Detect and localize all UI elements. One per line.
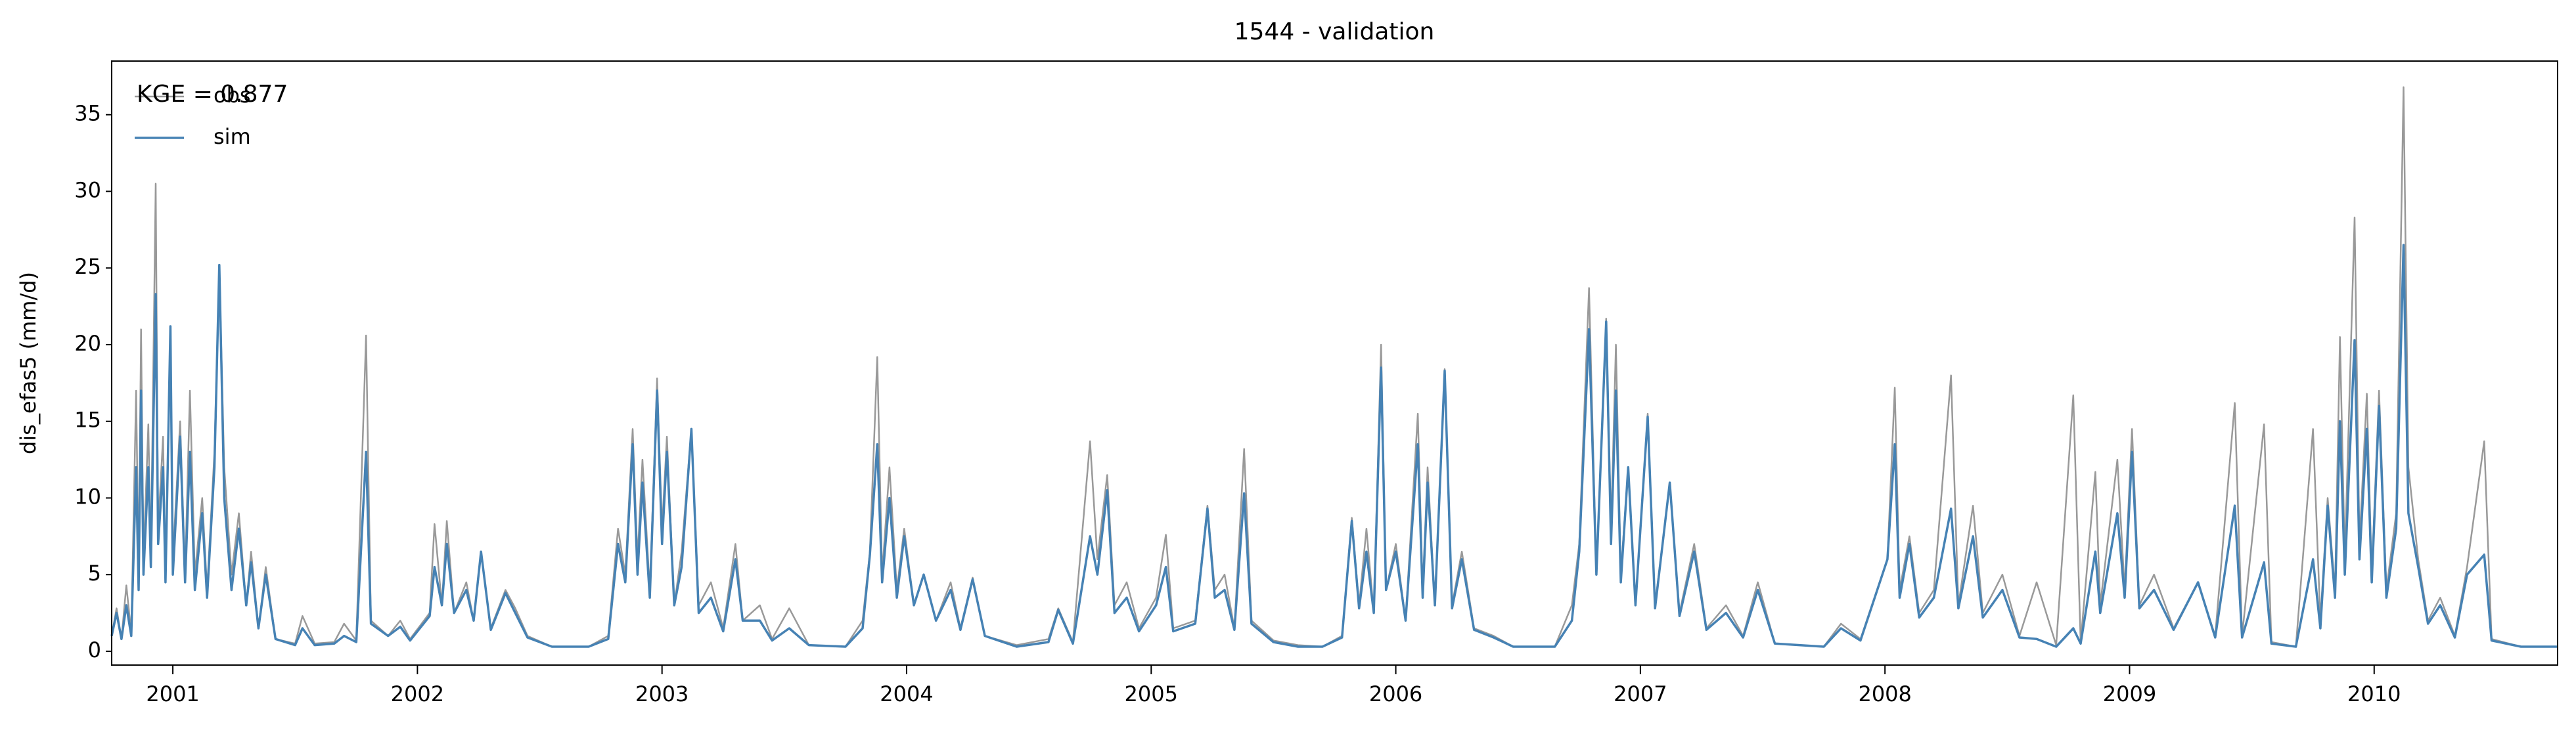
x-tick-label: 2008 <box>1858 681 1911 706</box>
legend-label: sim <box>214 124 251 149</box>
series-line <box>110 86 2558 648</box>
series-line <box>110 244 2558 648</box>
y-axis-label: dis_efas5 (mm/d) <box>16 272 41 454</box>
x-tick-label: 2002 <box>391 681 444 706</box>
legend-label: obs <box>214 83 251 108</box>
y-tick-label: 15 <box>74 408 101 433</box>
y-tick-label: 30 <box>74 177 101 202</box>
x-tick-label: 2007 <box>1614 681 1667 706</box>
x-tick-label: 2010 <box>2347 681 2401 706</box>
x-tick-label: 2009 <box>2103 681 2156 706</box>
y-tick-label: 5 <box>88 561 101 586</box>
plot-frame <box>111 60 2558 666</box>
x-tick-label: 2006 <box>1369 681 1422 706</box>
x-tick-label: 2001 <box>146 681 199 706</box>
annotation: KGE = 0.877 <box>137 81 288 108</box>
y-tick-label: 25 <box>74 254 101 279</box>
y-tick-label: 10 <box>74 484 101 509</box>
y-tick-label: 0 <box>88 637 101 662</box>
y-tick-label: 35 <box>74 101 101 126</box>
y-tick-label: 20 <box>74 331 101 356</box>
x-tick-label: 2005 <box>1125 681 1178 706</box>
x-tick-label: 2003 <box>635 681 689 706</box>
x-tick-label: 2004 <box>880 681 933 706</box>
chart-title: 1544 - validation <box>1234 18 1435 45</box>
